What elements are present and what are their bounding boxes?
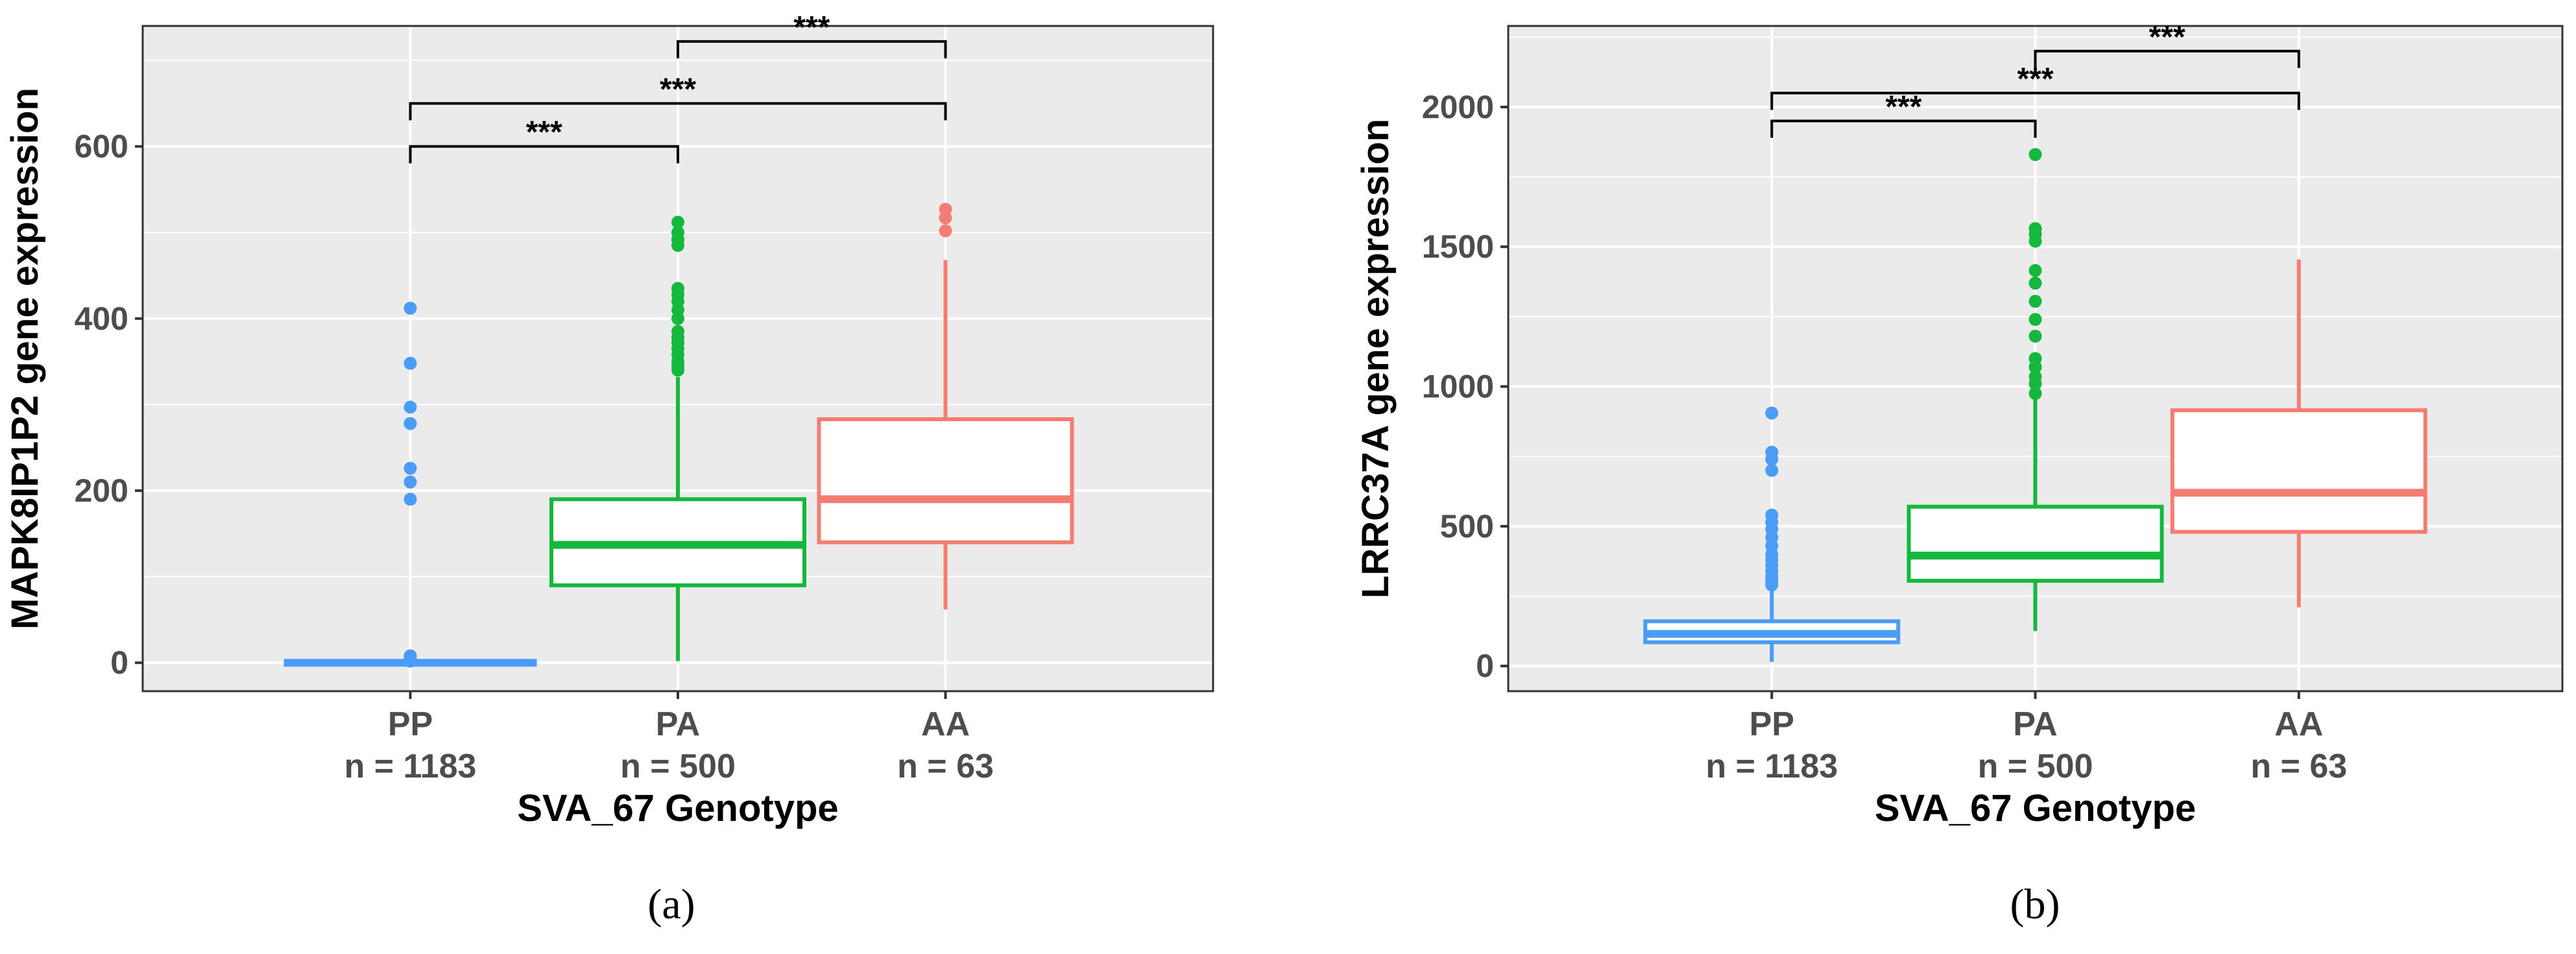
count-label-PA: n = 500 xyxy=(1978,748,2093,785)
outlier-point xyxy=(1765,452,1779,466)
outlier-point xyxy=(2028,276,2042,290)
panel-b: 0 500 1000 1500 2000 PP n = 1183 PA n = 500 AA n =… xyxy=(1354,20,2564,928)
outlier-point xyxy=(2028,263,2042,277)
x-tick-label-AA: AA xyxy=(921,705,970,743)
outlier-point xyxy=(2028,295,2042,308)
y-tick-label: 2000 xyxy=(1422,89,1494,125)
outlier-point xyxy=(1765,578,1779,592)
outlier-point xyxy=(403,356,417,370)
y-axis-title: MAPK8IP1P2 gene expression xyxy=(4,88,46,630)
count-label-AA: n = 63 xyxy=(2250,748,2347,785)
x-tick-label-PA: PA xyxy=(2013,705,2057,743)
x-axis-title: SVA_67 Genotype xyxy=(1875,787,2196,829)
y-tick-label: 1500 xyxy=(1422,228,1494,265)
outlier-point xyxy=(403,400,417,414)
outlier-point xyxy=(2028,148,2042,162)
significance-bracket: *** xyxy=(1770,90,2037,138)
bracket-line xyxy=(2034,49,2300,68)
outlier-point xyxy=(939,211,952,225)
bracket-line xyxy=(677,40,947,58)
outlier-point xyxy=(671,363,684,377)
significance-label: *** xyxy=(660,72,696,106)
outlier-point xyxy=(939,224,952,238)
panel-a: 0 200 400 600 PP n = 1183 PA n = 500 AA n = 63 ***… xyxy=(4,10,1214,928)
y-tick-label: 0 xyxy=(1476,648,1494,684)
outlier-point xyxy=(403,475,417,489)
box-AA xyxy=(817,202,1074,610)
box-PP xyxy=(283,301,537,668)
bracket-line xyxy=(1770,119,2037,138)
box-PP xyxy=(1643,406,1901,662)
box-PA xyxy=(549,215,806,661)
outlier-point xyxy=(671,312,684,325)
significance-bracket: *** xyxy=(2034,20,2300,68)
y-axis-title: LRRC37A gene expression xyxy=(1354,119,1397,598)
x-tick-label-AA: AA xyxy=(2274,705,2323,743)
count-label-AA: n = 63 xyxy=(897,748,994,785)
box-AA xyxy=(2170,259,2427,607)
outlier-point xyxy=(1765,406,1779,420)
significance-label: *** xyxy=(2017,62,2053,96)
bracket-line xyxy=(409,102,947,121)
outlier-point xyxy=(403,417,417,430)
y-tick-label: 500 xyxy=(1440,508,1494,544)
significance-label: *** xyxy=(526,116,562,150)
box-PA xyxy=(1907,148,2164,631)
outlier-point xyxy=(403,654,417,668)
x-tick-label-PP: PP xyxy=(1750,705,1794,743)
box-body xyxy=(1907,504,2164,583)
x-tick-label-PA: PA xyxy=(656,705,700,743)
count-label-PP: n = 1183 xyxy=(344,748,477,785)
outlier-point xyxy=(403,301,417,315)
y-tick-label: 200 xyxy=(75,472,128,509)
box-body xyxy=(817,417,1074,544)
outlier-point xyxy=(2028,387,2042,400)
panel-label: (a) xyxy=(647,881,695,928)
outlier-point xyxy=(2028,330,2042,343)
x-tick-label-PP: PP xyxy=(388,705,433,743)
y-tick-label: 600 xyxy=(75,128,128,165)
count-label-PA: n = 500 xyxy=(620,748,736,785)
y-tick-label: 1000 xyxy=(1422,369,1494,405)
bracket-line xyxy=(1770,92,2300,110)
outlier-point xyxy=(1765,463,1779,477)
count-label-PP: n = 1183 xyxy=(1705,748,1838,785)
outlier-point xyxy=(2028,360,2042,374)
significance-label: *** xyxy=(1885,90,1921,124)
significance-bracket: *** xyxy=(409,72,947,121)
panel-label: (b) xyxy=(2010,881,2060,928)
significance-label: *** xyxy=(793,10,830,45)
outlier-point xyxy=(2028,377,2042,391)
box-body xyxy=(2170,408,2427,534)
x-axis-title: SVA_67 Genotype xyxy=(517,787,838,829)
outlier-point xyxy=(403,461,417,475)
outlier-point xyxy=(403,493,417,506)
y-tick-label: 400 xyxy=(75,300,128,337)
outlier-point xyxy=(671,239,684,252)
significance-bracket: *** xyxy=(409,116,679,164)
significance-label: *** xyxy=(2149,20,2185,55)
outlier-point xyxy=(2028,313,2042,326)
significance-bracket: *** xyxy=(677,10,947,58)
outlier-point xyxy=(2028,234,2042,248)
outlier-point xyxy=(671,215,684,229)
significance-bracket: *** xyxy=(1770,62,2300,110)
y-tick-label: 0 xyxy=(110,644,128,681)
bracket-line xyxy=(409,145,679,164)
